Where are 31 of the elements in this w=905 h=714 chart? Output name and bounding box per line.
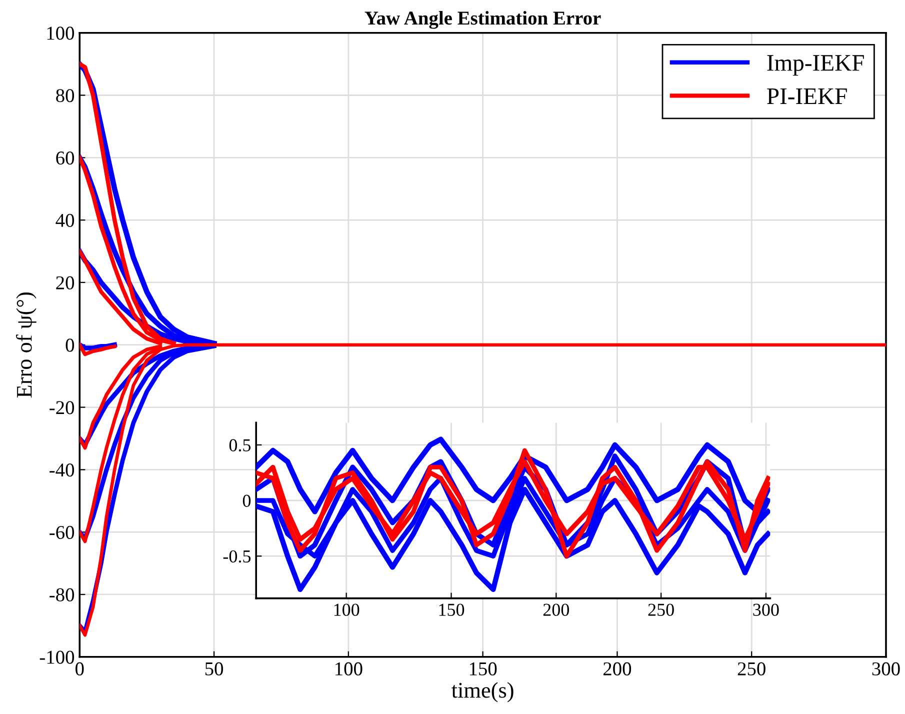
x-tick-label: 50 [205,662,224,676]
y-tick-label: -100 [40,650,74,664]
legend-label: Imp-IEKF [767,55,864,76]
x-tick-label: 250 [738,662,766,676]
legend-label: PI-IEKF [767,88,847,104]
y-tick-label: -0.5 [223,550,251,563]
x-tick-label: 150 [439,604,464,616]
x-tick-label: 200 [603,662,632,676]
x-tick-label: 200 [543,604,569,616]
y-tick-label: 60 [56,151,74,165]
y-tick-label: -80 [50,588,74,602]
x-tick-label: 0 [76,662,84,676]
x-tick-label: 250 [648,604,674,616]
x-tick-label: 300 [753,604,779,616]
x-tick-label: 150 [470,662,497,676]
x-tick-label: 100 [334,604,360,616]
y-tick-label: -20 [50,401,74,414]
y-tick-label: 20 [56,276,74,290]
y-tick-label: 80 [56,89,74,102]
y-tick-label: 100 [47,26,74,40]
chart-title: Yaw Angle Estimation Error [364,11,601,29]
y-tick-label: 0 [66,338,74,352]
x-tick-label: 300 [872,662,900,676]
y-tick-label: 40 [56,214,74,227]
y-tick-label: 0.5 [229,439,251,452]
y-axis-title: Erro of ψ(°) [16,292,36,398]
y-tick-label: -60 [50,526,74,540]
x-axis-title: time(s) [452,682,514,702]
y-tick-label: -40 [50,463,74,477]
y-tick-label: 0 [242,494,251,507]
x-tick-label: 100 [336,662,362,676]
